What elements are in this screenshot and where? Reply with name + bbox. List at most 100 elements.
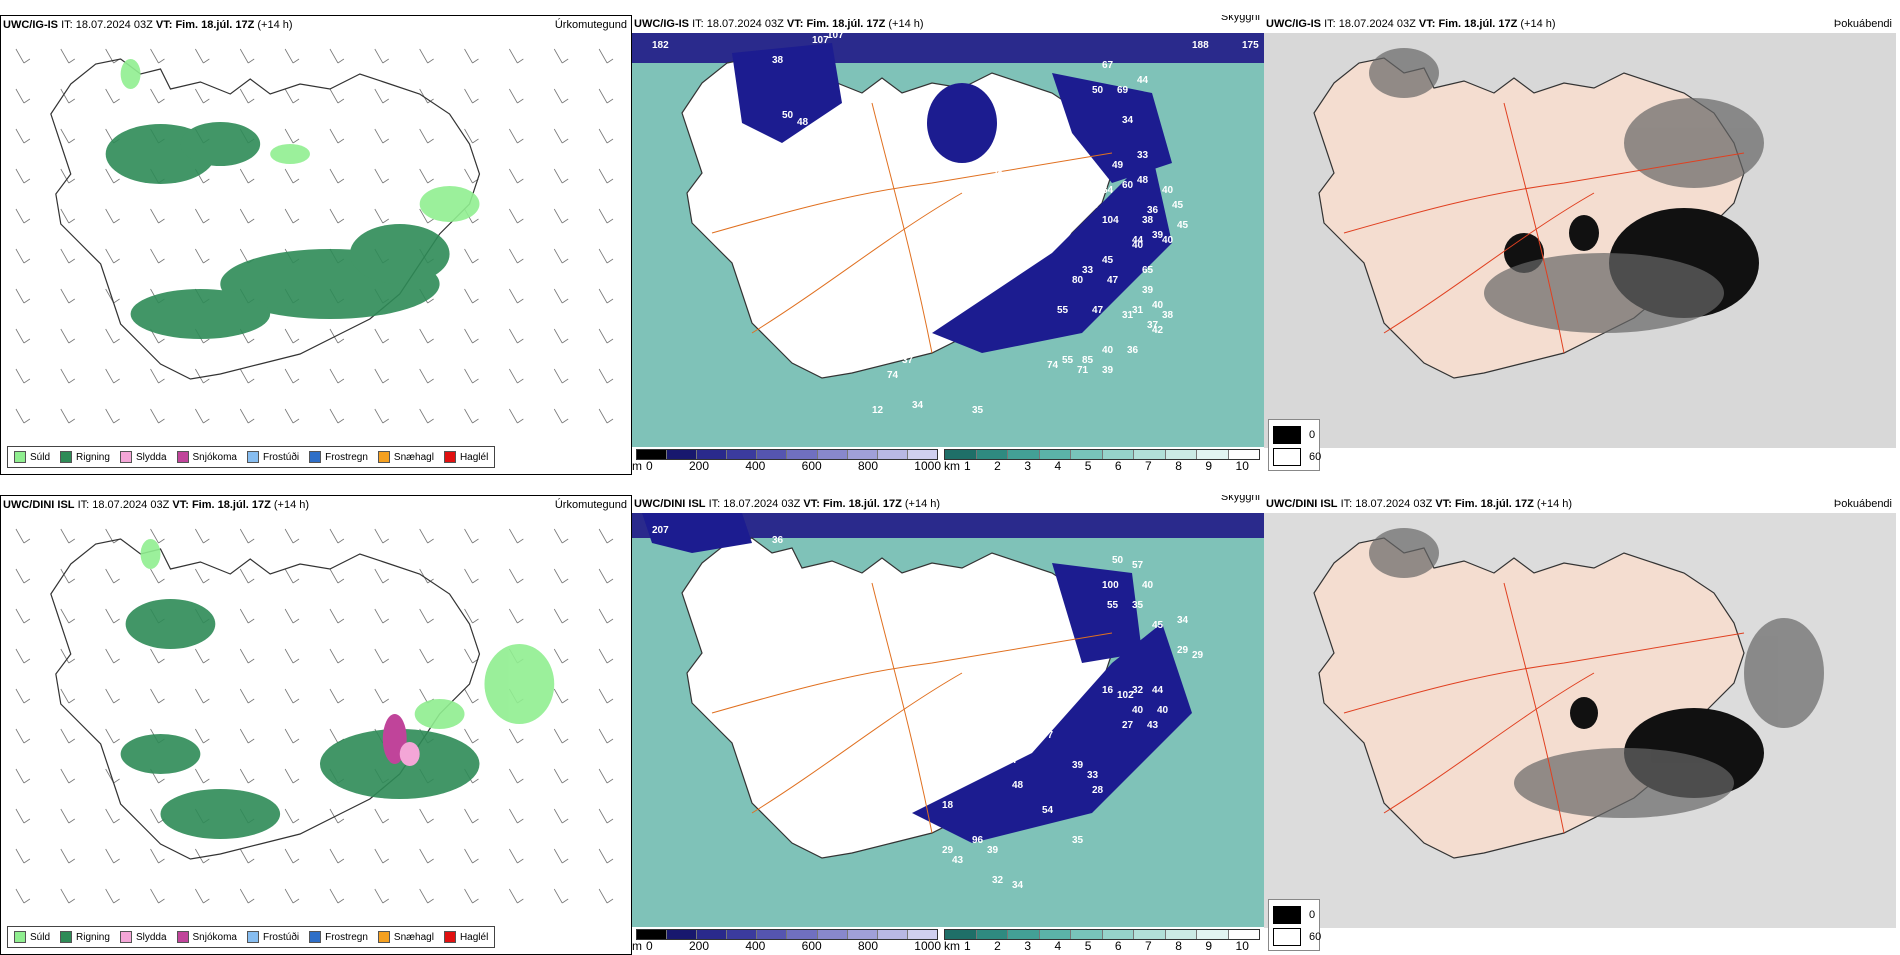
wind-barb	[15, 728, 31, 744]
wind-barb	[419, 848, 434, 864]
wind-barb	[15, 288, 31, 304]
vt-value: Fim. 18.júl. 17Z	[1454, 498, 1534, 510]
wind-barb	[598, 288, 614, 304]
model-source: UWC/DINI ISL	[3, 499, 75, 511]
legend-label: Snæhagl	[393, 931, 434, 943]
cloud-panel-top: UWC/IG-IS IT: 18.07.2024 03Z VT: Fim. 18…	[632, 15, 1264, 475]
wind-barb	[150, 368, 165, 384]
visibility-unit: km	[944, 459, 960, 473]
wind-barb	[419, 808, 434, 824]
cloud-base-value: 41	[852, 275, 864, 286]
cloud-base-value: 207	[652, 525, 669, 536]
wind-barb	[284, 368, 300, 384]
cloud-base-value: 71	[1077, 365, 1089, 376]
cloud-base-value: 48	[1012, 780, 1024, 791]
legend-swatch	[176, 451, 189, 463]
model-source: UWC/DINI ISL	[634, 498, 706, 510]
cover-panel-top: UWC/IG-IS IT: 18.07.2024 03Z VT: Fim. 18…	[1264, 15, 1896, 475]
lead-time: (+14 h)	[1520, 18, 1556, 30]
precip-map	[1, 514, 631, 929]
wind-barb	[195, 408, 210, 424]
cloud-base-value: 50	[782, 110, 794, 121]
road-network	[711, 102, 1113, 354]
cloud-base-value: 100	[1102, 580, 1119, 591]
wind-barb	[195, 528, 210, 544]
wind-barb	[464, 88, 479, 104]
cloud-base-value: 12	[862, 355, 874, 366]
vt-label: VT:	[172, 499, 189, 511]
tick-label: 600	[801, 459, 822, 473]
wind-barb	[509, 208, 524, 224]
legend-swatch	[14, 451, 26, 463]
wind-barb	[239, 168, 255, 184]
legend-item: Súld	[14, 931, 50, 943]
model-source: UWC/DINI ISL	[1266, 498, 1338, 510]
wind-barb	[509, 888, 524, 904]
low-cloud-areas	[642, 513, 1192, 843]
wind-barb	[105, 808, 120, 824]
iceland-outline	[50, 538, 481, 860]
wind-barb	[329, 208, 345, 224]
wind-barb	[598, 808, 614, 824]
cloud-base-value: 34	[1122, 115, 1134, 126]
wind-barb	[553, 528, 569, 544]
wind-barb	[105, 88, 120, 104]
wind-barb	[105, 888, 120, 904]
it-label: IT:	[77, 499, 90, 511]
wind-barb	[150, 248, 165, 264]
wind-barb	[464, 368, 479, 384]
wind-barb	[239, 528, 255, 544]
legend-label: 0	[1309, 909, 1316, 921]
wind-barb	[150, 848, 165, 864]
wind-barb	[509, 368, 524, 384]
wind-barb	[150, 48, 165, 64]
wind-barb	[15, 408, 31, 424]
wind-barb	[15, 128, 31, 144]
wind-barb	[195, 48, 210, 64]
precip-rain-areas	[105, 122, 450, 339]
wind-barb	[374, 328, 389, 344]
wind-barb	[553, 728, 569, 744]
panel-title: Úrkomutegund	[554, 499, 627, 511]
wind-barb	[329, 608, 345, 624]
wind-barb	[553, 608, 569, 624]
wind-barb	[509, 608, 524, 624]
wind-barb	[60, 168, 75, 184]
vt-value: Fim. 18.júl. 17Z	[175, 19, 255, 31]
cover-legend: 0 60	[1268, 419, 1321, 471]
cover-map	[1264, 33, 1896, 448]
cloud-base-value: 45	[1172, 200, 1184, 211]
vt-label: VT:	[786, 18, 804, 30]
legend-swatch	[443, 451, 456, 463]
tick-label: 1	[964, 939, 971, 953]
wind-barb	[60, 728, 75, 744]
cloud-base-value: 48	[797, 117, 809, 128]
legend-item: Snjókoma	[176, 451, 237, 463]
model-source: UWC/IG-IS	[3, 19, 58, 31]
cloud-base-value: 40	[1152, 300, 1164, 311]
wind-barb	[598, 768, 614, 784]
wind-barb	[374, 568, 389, 584]
tick-label: 800	[857, 459, 878, 473]
wind-barb	[553, 48, 569, 64]
wind-barb	[195, 568, 210, 584]
wind-barb	[598, 728, 614, 744]
legend-label: Snjókoma	[192, 931, 237, 943]
tick-label: 3	[1024, 939, 1032, 953]
wind-barb	[464, 528, 479, 544]
cloud-base-value: 74	[887, 370, 899, 381]
cloud-base-value: 55	[1057, 305, 1069, 316]
wind-barb	[553, 688, 569, 704]
fog-gray-areas	[1369, 528, 1824, 818]
wind-barb	[150, 648, 165, 664]
cloud-base-value: 40	[1162, 235, 1174, 246]
lead-time: (+14 h)	[1536, 498, 1573, 510]
cloud-base-value: 104	[1102, 215, 1119, 226]
cloud-base-value: 80	[1072, 275, 1084, 286]
cloud-map: 207 36 35 49 43 50 57 100 40 55 35 45 34 29 29 39 16 102 3…	[632, 513, 1264, 928]
cloud-base-value: 64	[1102, 185, 1114, 196]
cloud-base-value: 37	[1007, 755, 1019, 766]
vt-value: Fim. 18.júl. 17Z	[806, 18, 886, 30]
wind-barb	[509, 728, 524, 744]
